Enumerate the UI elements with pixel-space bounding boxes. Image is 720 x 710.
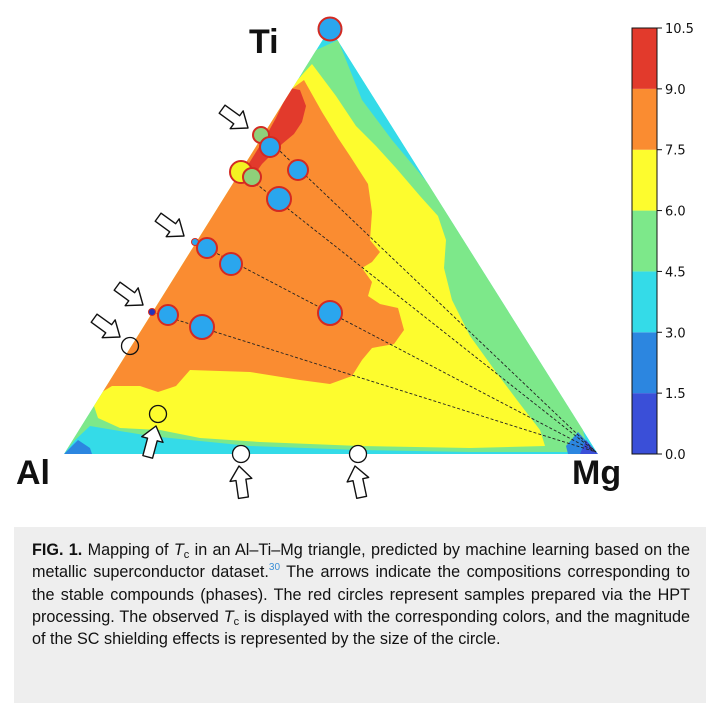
sample-circle	[266, 186, 292, 212]
tc-symbol: T	[173, 541, 184, 559]
sample-circle	[317, 16, 343, 42]
sample-circle	[189, 314, 215, 340]
colorbar-tick-label: 9.0	[665, 83, 686, 98]
reference-link[interactable]: 30	[268, 562, 281, 574]
sample-circle	[219, 252, 243, 276]
stable-phase-circle	[120, 336, 140, 356]
stable-phase-circle	[348, 444, 368, 464]
colorbar-band	[632, 393, 657, 454]
colorbar-tick-label: 6.0	[665, 205, 686, 220]
colorbar-tick-label: 1.5	[665, 387, 686, 402]
tc-contour-map	[64, 28, 598, 454]
colorbar-tick-label: 7.5	[665, 144, 686, 159]
colorbar-band	[632, 332, 657, 394]
stable-phase-markers	[120, 336, 368, 464]
caption-text: is displayed with the corresponding colo…	[32, 607, 690, 649]
colorbar-frame	[631, 27, 658, 455]
colorbar-bands	[632, 28, 657, 454]
ternary-tc-figure: Ti Al Mg 0.0 1.5 3.0 4.5 6.0 7.5 9.0 10.5	[16, 16, 694, 500]
colorbar-tick-label: 0.0	[665, 448, 686, 463]
sample-circles	[148, 16, 343, 340]
tc-subscript: c	[233, 615, 240, 628]
colorbar-band	[632, 28, 657, 89]
sample-circle	[196, 237, 218, 259]
phase-arrows	[90, 104, 370, 500]
figure-caption-box: FIG. 1. Mapping of Tc in an Al–Ti–Mg tri…	[14, 527, 706, 703]
arrow-icon	[154, 212, 185, 238]
colorbar-tick-label: 3.0	[665, 326, 686, 341]
ternary-plot-area: Ti Al Mg	[16, 16, 621, 500]
contour-blue-corner-al	[64, 440, 92, 454]
colorbar-tick-label: 10.5	[665, 22, 694, 37]
tie-lines	[151, 133, 597, 453]
figure-caption: FIG. 1. Mapping of Tc in an Al–Ti–Mg tri…	[32, 539, 690, 650]
contour-orange-band	[80, 80, 404, 412]
arrow-icon	[113, 281, 144, 307]
tie-line	[151, 311, 597, 453]
tc-subscript: c	[183, 549, 190, 561]
vertex-label-ti: Ti	[249, 23, 279, 61]
sample-circle	[148, 308, 156, 316]
vertex-label-al: Al	[16, 454, 50, 492]
arrow-icon	[141, 425, 164, 459]
arrow-icon	[346, 465, 370, 500]
stable-phase-circle	[148, 404, 168, 424]
sample-circle	[242, 167, 262, 187]
colorbar: 0.0 1.5 3.0 4.5 6.0 7.5 9.0 10.5	[631, 22, 694, 463]
sample-circle	[287, 159, 309, 181]
arrow-icon	[218, 104, 249, 130]
sample-circle	[157, 304, 179, 326]
arrow-icon	[90, 313, 121, 339]
colorbar-band	[632, 271, 657, 333]
tie-line	[239, 170, 597, 453]
contour-red-peak	[246, 88, 306, 178]
tie-line	[194, 241, 597, 453]
colorbar-band	[632, 210, 657, 272]
caption-text: The arrows indicate the compositions cor…	[32, 563, 690, 626]
sample-circle	[317, 300, 343, 326]
colorbar-band	[632, 149, 657, 211]
colorbar-ticks: 0.0 1.5 3.0 4.5 6.0 7.5 9.0 10.5	[657, 22, 694, 463]
arrow-icon	[229, 465, 253, 500]
tc-symbol: T	[223, 607, 234, 626]
sample-circle	[259, 136, 281, 158]
vertex-label-mg: Mg	[572, 454, 621, 492]
colorbar-band	[632, 88, 657, 150]
stable-phase-circle	[231, 444, 251, 464]
caption-text: Mapping of	[82, 541, 174, 559]
tie-line	[261, 133, 597, 453]
colorbar-tick-label: 4.5	[665, 265, 686, 280]
caption-label: FIG. 1.	[32, 541, 83, 559]
caption-text: in an Al–Ti–Mg triangle, predicted by ma…	[32, 541, 691, 582]
